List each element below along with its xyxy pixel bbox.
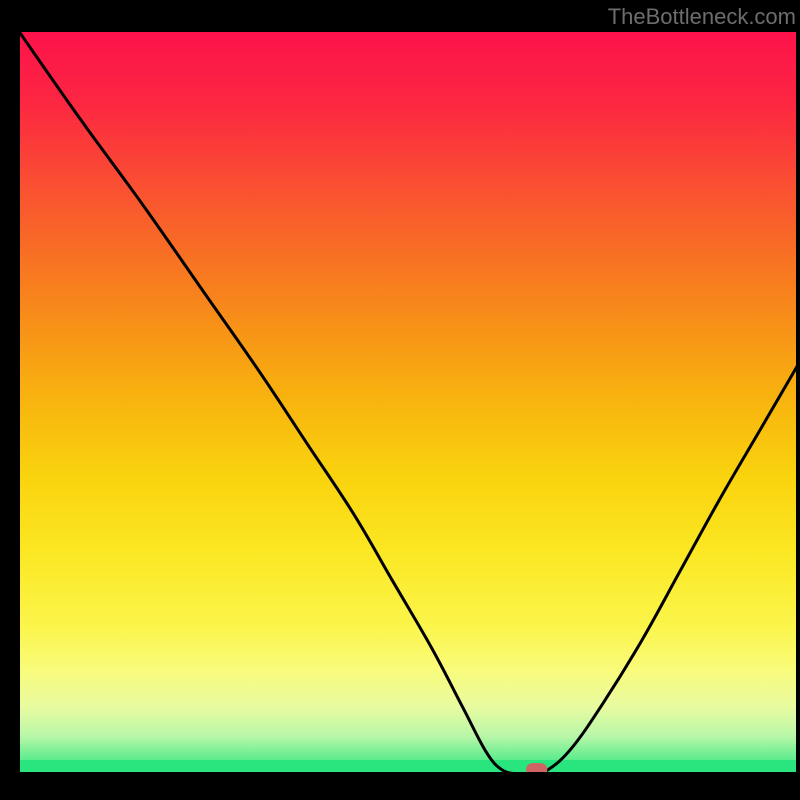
bottleneck-chart <box>18 30 798 774</box>
gradient-background <box>18 30 798 774</box>
watermark-label: TheBottleneck.com <box>608 4 796 30</box>
bottom-band <box>18 760 798 774</box>
chart-root: { "canvas": { "width": 800, "height": 80… <box>0 0 800 800</box>
